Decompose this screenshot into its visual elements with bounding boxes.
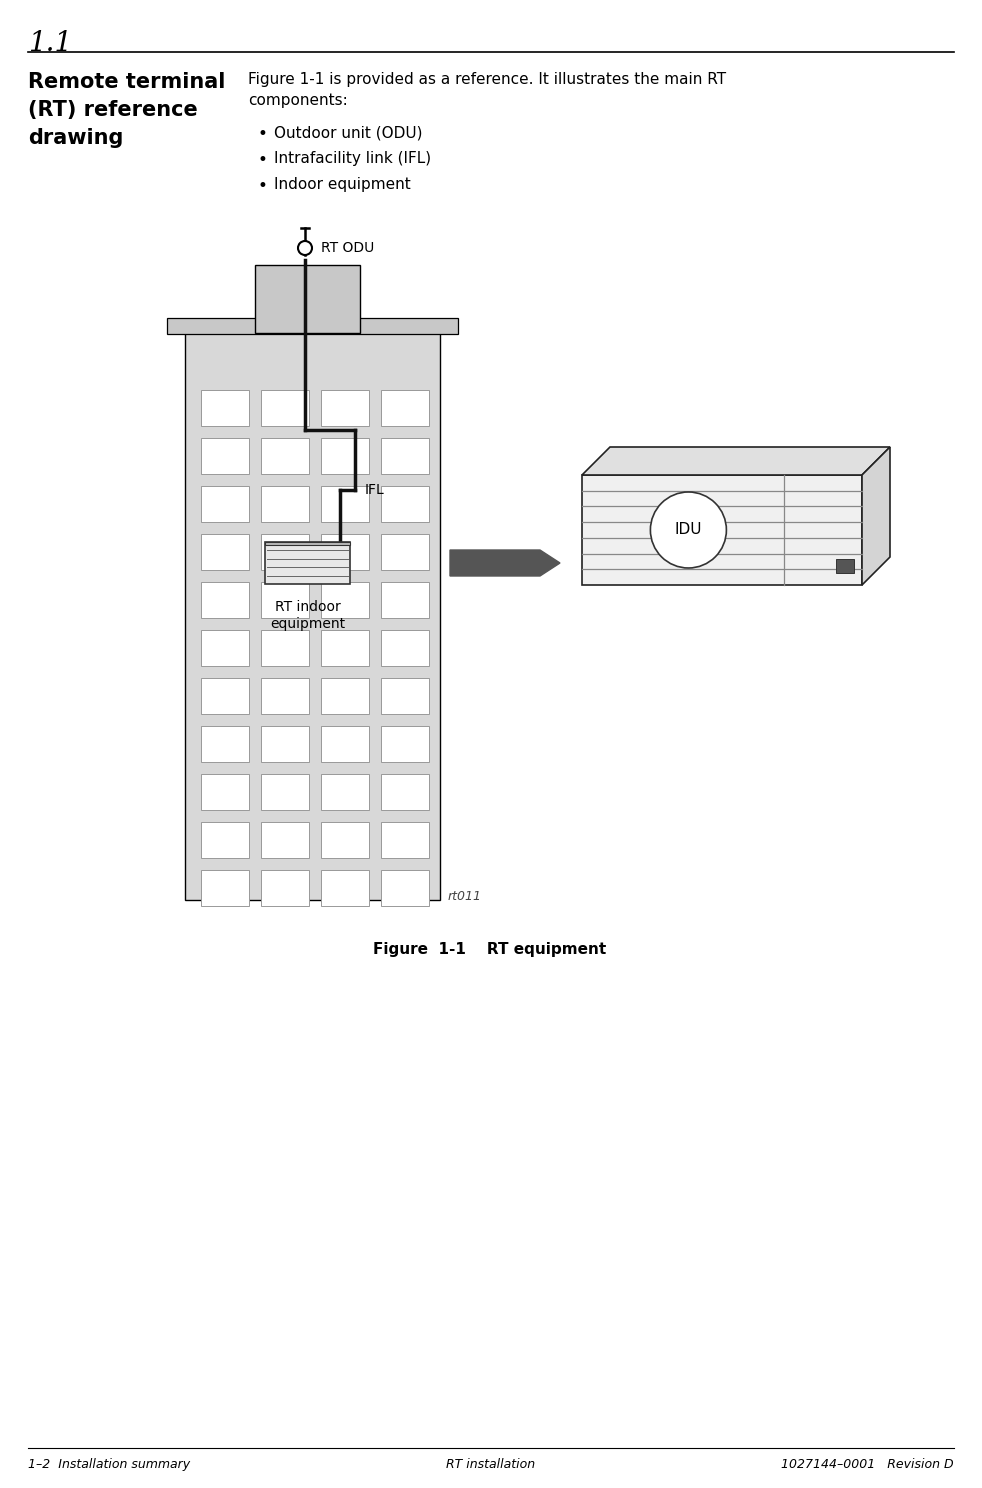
Text: 1–2  Installation summary: 1–2 Installation summary — [28, 1458, 191, 1472]
Text: 1027144–0001   Revision D: 1027144–0001 Revision D — [782, 1458, 954, 1472]
Bar — [261, 726, 309, 762]
Bar — [381, 487, 429, 522]
Text: Outdoor unit (ODU): Outdoor unit (ODU) — [274, 125, 422, 140]
Bar — [261, 679, 309, 714]
Bar — [321, 870, 369, 906]
Text: •: • — [258, 177, 268, 195]
Text: Figure 1-1 is provided as a reference. It illustrates the main RT
components:: Figure 1-1 is provided as a reference. I… — [248, 71, 726, 109]
Bar — [321, 487, 369, 522]
Circle shape — [298, 241, 312, 254]
Text: IFL: IFL — [365, 484, 385, 497]
Bar — [201, 726, 249, 762]
Polygon shape — [862, 446, 890, 585]
Bar — [381, 629, 429, 667]
Bar — [321, 582, 369, 618]
Bar — [381, 774, 429, 809]
Bar — [381, 582, 429, 618]
Bar — [321, 390, 369, 426]
Text: RT installation: RT installation — [447, 1458, 535, 1472]
Bar — [321, 679, 369, 714]
Bar — [185, 330, 440, 900]
Bar — [836, 559, 854, 573]
Bar — [265, 542, 350, 583]
Bar — [321, 774, 369, 809]
Bar — [201, 821, 249, 859]
Bar — [261, 534, 309, 570]
Bar — [255, 265, 360, 333]
Bar — [381, 390, 429, 426]
Bar — [321, 437, 369, 475]
Bar — [261, 487, 309, 522]
Bar — [201, 534, 249, 570]
Bar — [261, 582, 309, 618]
Bar — [321, 534, 369, 570]
Bar — [381, 870, 429, 906]
Bar — [201, 679, 249, 714]
Bar — [261, 870, 309, 906]
Circle shape — [650, 493, 727, 568]
Text: Figure  1-1    RT equipment: Figure 1-1 RT equipment — [373, 942, 607, 957]
Bar — [201, 390, 249, 426]
Text: IDU: IDU — [675, 522, 702, 537]
Text: Intrafacility link (IFL): Intrafacility link (IFL) — [274, 150, 431, 167]
Text: 1.1: 1.1 — [28, 30, 72, 57]
Bar — [201, 629, 249, 667]
Text: rt011: rt011 — [448, 890, 482, 903]
Bar — [321, 629, 369, 667]
Text: RT ODU: RT ODU — [321, 241, 374, 254]
Bar — [381, 679, 429, 714]
Text: •: • — [258, 150, 268, 170]
Bar — [167, 318, 458, 333]
Bar — [582, 475, 862, 585]
Bar — [381, 821, 429, 859]
Text: Indoor equipment: Indoor equipment — [274, 177, 410, 192]
FancyArrow shape — [450, 551, 560, 576]
Bar — [261, 390, 309, 426]
Polygon shape — [582, 446, 890, 475]
Bar — [381, 534, 429, 570]
Bar — [321, 821, 369, 859]
Text: Remote terminal
(RT) reference
drawing: Remote terminal (RT) reference drawing — [28, 71, 226, 147]
Bar — [201, 487, 249, 522]
Bar — [201, 437, 249, 475]
Bar — [261, 821, 309, 859]
Bar — [381, 437, 429, 475]
Bar — [261, 629, 309, 667]
Text: RT indoor
equipment: RT indoor equipment — [270, 600, 345, 631]
Bar — [201, 582, 249, 618]
Bar — [261, 774, 309, 809]
Bar — [261, 437, 309, 475]
Text: •: • — [258, 125, 268, 143]
Bar — [265, 542, 350, 545]
Bar — [381, 726, 429, 762]
Bar — [201, 870, 249, 906]
Bar — [321, 726, 369, 762]
Bar — [201, 774, 249, 809]
